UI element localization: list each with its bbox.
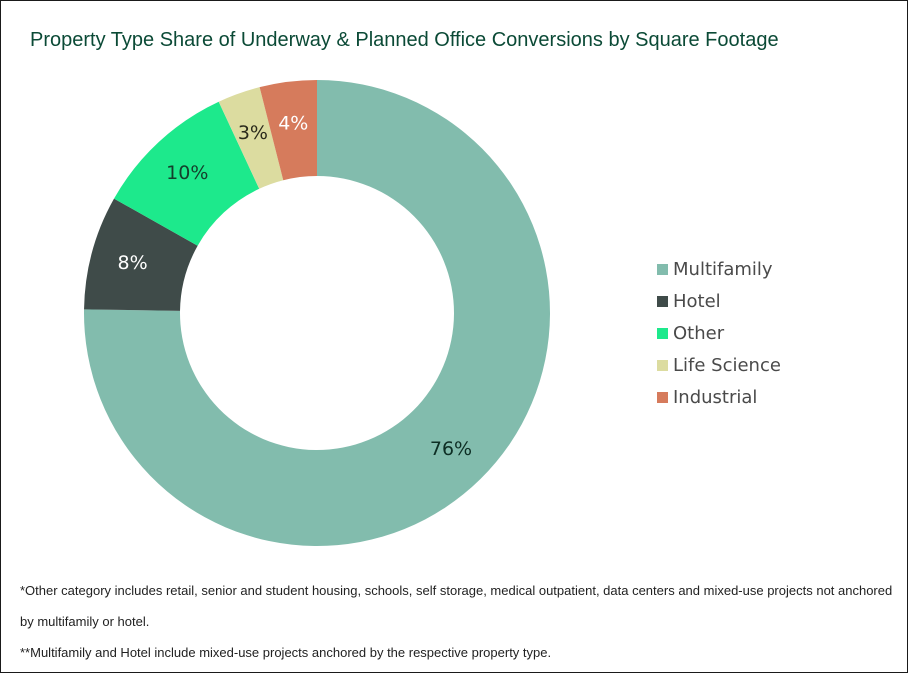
footnotes: *Other category includes retail, senior … (20, 575, 900, 668)
footnote-mixed-use: **Multifamily and Hotel include mixed-us… (20, 645, 552, 660)
slice-industrial (259, 80, 317, 181)
slice-label-industrial: 4% (278, 112, 308, 134)
donut-chart: 76% 8% 10% 3% 4% (84, 80, 551, 546)
slice-label-multifamily: 76% (430, 438, 472, 460)
legend-swatch-multifamily (657, 263, 668, 275)
chart-title: Property Type Share of Underway & Planne… (30, 29, 779, 51)
chart-legend: Multifamily Hotel Other Life Science Industr… (657, 253, 781, 413)
legend-swatch-life-science (657, 359, 668, 371)
slice-hotel (84, 198, 198, 311)
slice-label-hotel: 8% (118, 252, 148, 274)
legend-item-hotel: Hotel (657, 285, 781, 317)
legend-label-multifamily: Multifamily (673, 258, 773, 280)
legend-label-hotel: Hotel (673, 290, 721, 312)
donut-slice-labels: 76% 8% 10% 3% 4% (118, 112, 473, 460)
legend-item-other: Other (657, 317, 781, 349)
legend-swatch-industrial (657, 391, 668, 403)
legend-label-life-science: Life Science (673, 354, 781, 376)
slice-label-other: 10% (166, 162, 208, 184)
legend-label-other: Other (673, 322, 725, 344)
slice-label-life-science: 3% (238, 122, 268, 144)
slice-life-science (218, 87, 284, 189)
legend-item-industrial: Industrial (657, 381, 781, 413)
legend-item-life-science: Life Science (657, 349, 781, 381)
footnote-other-category: *Other category includes retail, senior … (20, 583, 893, 629)
slice-multifamily (84, 80, 551, 546)
legend-item-multifamily: Multifamily (657, 253, 781, 285)
slice-other (114, 101, 260, 246)
legend-swatch-hotel (657, 295, 668, 307)
legend-label-industrial: Industrial (673, 386, 758, 408)
legend-swatch-other (657, 327, 668, 339)
donut-slices (84, 80, 551, 546)
